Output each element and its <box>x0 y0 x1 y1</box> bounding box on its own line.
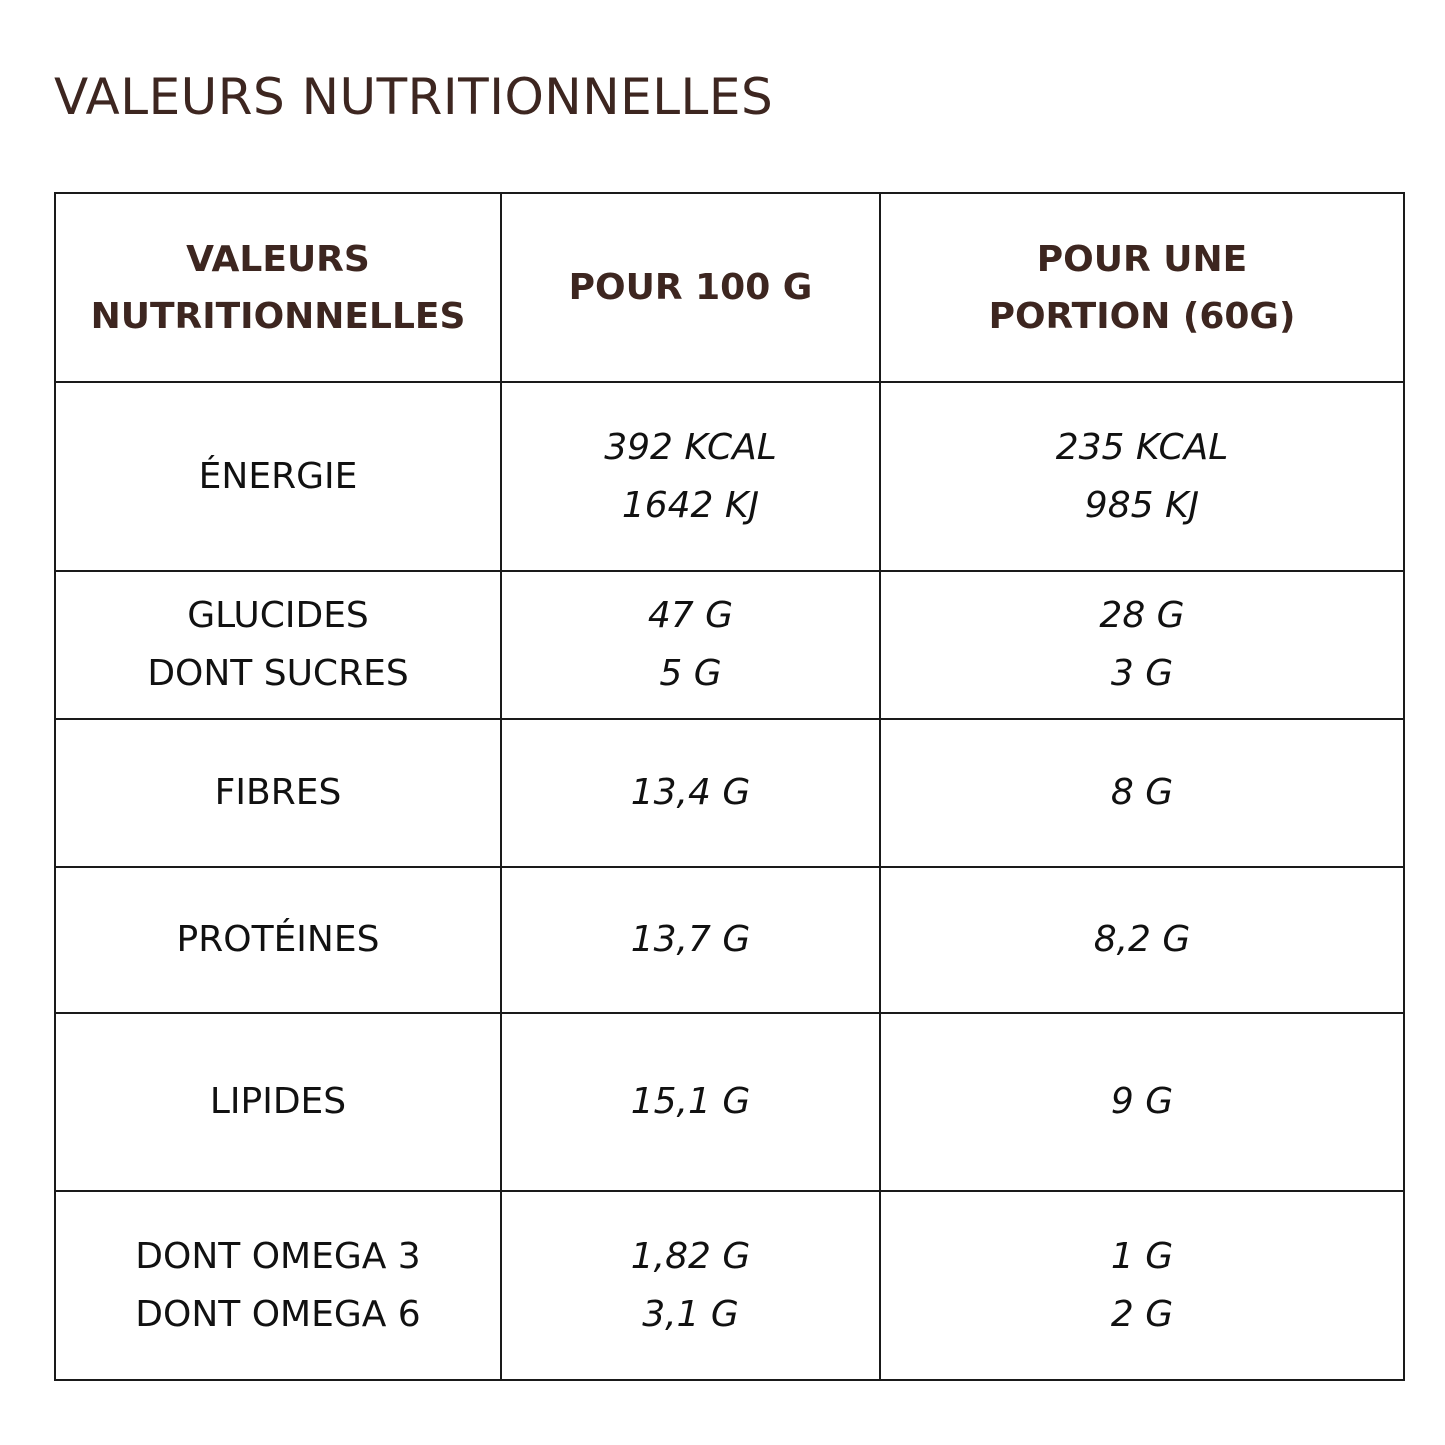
label-line: GLUCIDES <box>187 595 369 636</box>
header-line: VALEURS <box>186 238 370 280</box>
value-line: 3,1 G <box>642 1293 739 1335</box>
label-line: LIPIDES <box>209 1081 347 1122</box>
value-line: 9 G <box>1110 1081 1174 1122</box>
header-per-100g: POUR 100 G <box>500 192 881 383</box>
value-per-100g: 13,7 G <box>500 866 881 1014</box>
header-row: VALEURS NUTRITIONNELLES POUR 100 G POUR … <box>54 192 1405 383</box>
value-line: 8 G <box>1110 772 1174 813</box>
header-line: PORTION (60G) <box>988 295 1296 337</box>
label-line: ÉNERGIE <box>198 455 358 497</box>
value-line: 235 KCAL <box>1055 426 1229 468</box>
value-per-100g: 13,4 G <box>500 718 881 868</box>
value-line: 3 G <box>1110 653 1174 694</box>
nutrient-label: ÉNERGIE <box>54 381 502 572</box>
nutrient-label: GLUCIDES DONT SUCRES <box>54 570 502 720</box>
value-line: 1,82 G <box>630 1235 751 1277</box>
value-line: 392 KCAL <box>604 426 777 468</box>
table-row-energie: ÉNERGIE 392 KCAL 1642 KJ 235 KCAL 985 KJ <box>54 381 1405 572</box>
value-line: 47 G <box>647 595 734 636</box>
value-line: 28 G <box>1099 595 1185 636</box>
header-line: NUTRITIONNELLES <box>90 295 466 337</box>
table-row-lipides: LIPIDES 15,1 G 9 G <box>54 1012 1405 1192</box>
value-line: 15,1 G <box>630 1081 751 1122</box>
nutrient-label: PROTÉINES <box>54 866 502 1014</box>
value-line: 8,2 G <box>1093 919 1191 960</box>
nutrition-table: VALEURS NUTRITIONNELLES POUR 100 G POUR … <box>54 192 1405 1381</box>
value-line: 13,7 G <box>630 919 751 960</box>
table-row-fibres: FIBRES 13,4 G 8 G <box>54 718 1405 868</box>
value-line: 1 G <box>1110 1235 1174 1277</box>
label-line: DONT OMEGA 3 <box>135 1235 421 1277</box>
value-per-100g: 47 G 5 G <box>500 570 881 720</box>
value-line: 5 G <box>659 653 722 694</box>
value-line: 985 KJ <box>1084 484 1200 526</box>
header-per-portion: POUR UNE PORTION (60G) <box>879 192 1405 383</box>
header-line: POUR 100 G <box>568 267 813 308</box>
label-line: DONT OMEGA 6 <box>135 1293 421 1335</box>
value-line: 2 G <box>1110 1293 1174 1335</box>
nutrient-label: FIBRES <box>54 718 502 868</box>
table-row-omega: DONT OMEGA 3 DONT OMEGA 6 1,82 G 3,1 G 1… <box>54 1190 1405 1381</box>
header-nutritional-values: VALEURS NUTRITIONNELLES <box>54 192 502 383</box>
value-per-portion: 28 G 3 G <box>879 570 1405 720</box>
value-per-portion: 235 KCAL 985 KJ <box>879 381 1405 572</box>
value-per-100g: 392 KCAL 1642 KJ <box>500 381 881 572</box>
table-row-glucides: GLUCIDES DONT SUCRES 47 G 5 G 28 G 3 G <box>54 570 1405 720</box>
nutrient-label: DONT OMEGA 3 DONT OMEGA 6 <box>54 1190 502 1381</box>
label-line: DONT SUCRES <box>147 653 409 694</box>
value-per-portion: 8 G <box>879 718 1405 868</box>
value-line: 13,4 G <box>630 772 751 813</box>
page-title: VALEURS NUTRITIONNELLES <box>54 68 774 126</box>
value-per-portion: 8,2 G <box>879 866 1405 1014</box>
header-line: POUR UNE <box>1036 238 1248 280</box>
table-row-proteines: PROTÉINES 13,7 G 8,2 G <box>54 866 1405 1014</box>
nutrient-label: LIPIDES <box>54 1012 502 1192</box>
value-per-portion: 1 G 2 G <box>879 1190 1405 1381</box>
value-per-100g: 15,1 G <box>500 1012 881 1192</box>
value-per-100g: 1,82 G 3,1 G <box>500 1190 881 1381</box>
value-line: 1642 KJ <box>621 484 760 526</box>
label-line: PROTÉINES <box>176 919 380 960</box>
value-per-portion: 9 G <box>879 1012 1405 1192</box>
label-line: FIBRES <box>214 772 342 813</box>
